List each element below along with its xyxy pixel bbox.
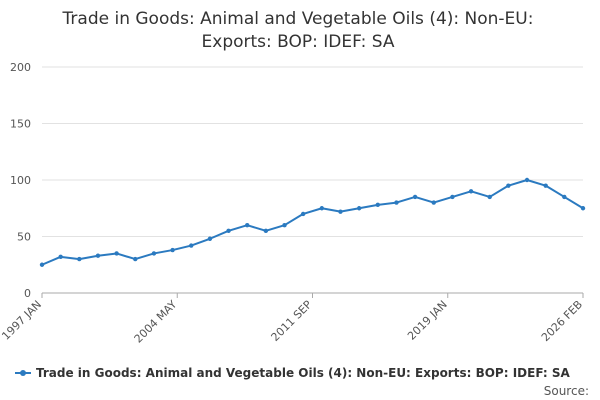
data-point[interactable] [468,189,474,194]
data-point[interactable] [580,206,586,211]
data-point[interactable] [300,211,306,217]
source-label: Source: [544,384,589,398]
chart-title-line-2: Exports: BOP: IDEF: SA [202,32,395,52]
gridlines [42,66,583,237]
x-axis-ticks: 1997 JAN 2004 MAY 2011 SEP 2019 JAN 2026 FEB [0,293,585,346]
chart-title-line-1: Trade in Goods: Animal and Vegetable Oil… [62,9,534,29]
series-points [39,177,586,267]
data-point[interactable] [431,200,436,205]
data-point[interactable] [226,228,231,234]
data-point[interactable] [338,209,343,214]
data-point[interactable] [412,194,418,200]
y-tick-label: 200 [10,61,31,74]
data-point[interactable] [207,236,213,241]
x-tick-label: 2026 FEB [539,298,585,344]
data-point[interactable] [189,243,194,248]
data-point[interactable] [39,262,45,267]
data-point[interactable] [506,183,511,188]
y-tick-label: 150 [10,118,31,131]
data-point[interactable] [245,223,250,228]
data-point[interactable] [282,223,287,228]
data-point[interactable] [263,228,269,234]
data-point[interactable] [58,254,63,260]
data-point[interactable] [151,251,157,256]
data-point[interactable] [543,183,548,188]
x-tick-label: 2019 JAN [405,298,450,343]
data-point[interactable] [170,247,175,253]
legend-marker-icon [20,370,26,376]
data-point[interactable] [450,194,455,200]
data-point[interactable] [95,253,101,258]
data-point[interactable] [375,202,380,208]
legend-label: Trade in Goods: Animal and Vegetable Oil… [36,366,570,380]
x-tick-label: 2011 SEP [269,298,315,344]
data-point[interactable] [524,177,530,183]
data-point[interactable] [114,251,119,256]
data-point[interactable] [133,256,138,262]
y-tick-label: 0 [24,287,31,300]
y-tick-label: 50 [17,231,31,244]
series-line [41,179,584,266]
legend[interactable]: Trade in Goods: Animal and Vegetable Oil… [15,366,570,380]
data-point[interactable] [356,206,362,211]
y-tick-label: 100 [10,174,31,187]
data-point[interactable] [394,200,399,205]
x-tick-label: 1997 JAN [0,298,44,343]
data-point[interactable] [487,194,492,200]
data-point[interactable] [562,194,567,200]
data-point[interactable] [77,256,82,262]
x-tick-label: 2004 MAY [132,298,180,346]
y-axis-ticks: 0 50 100 150 200 [10,61,31,300]
data-point[interactable] [319,206,325,211]
